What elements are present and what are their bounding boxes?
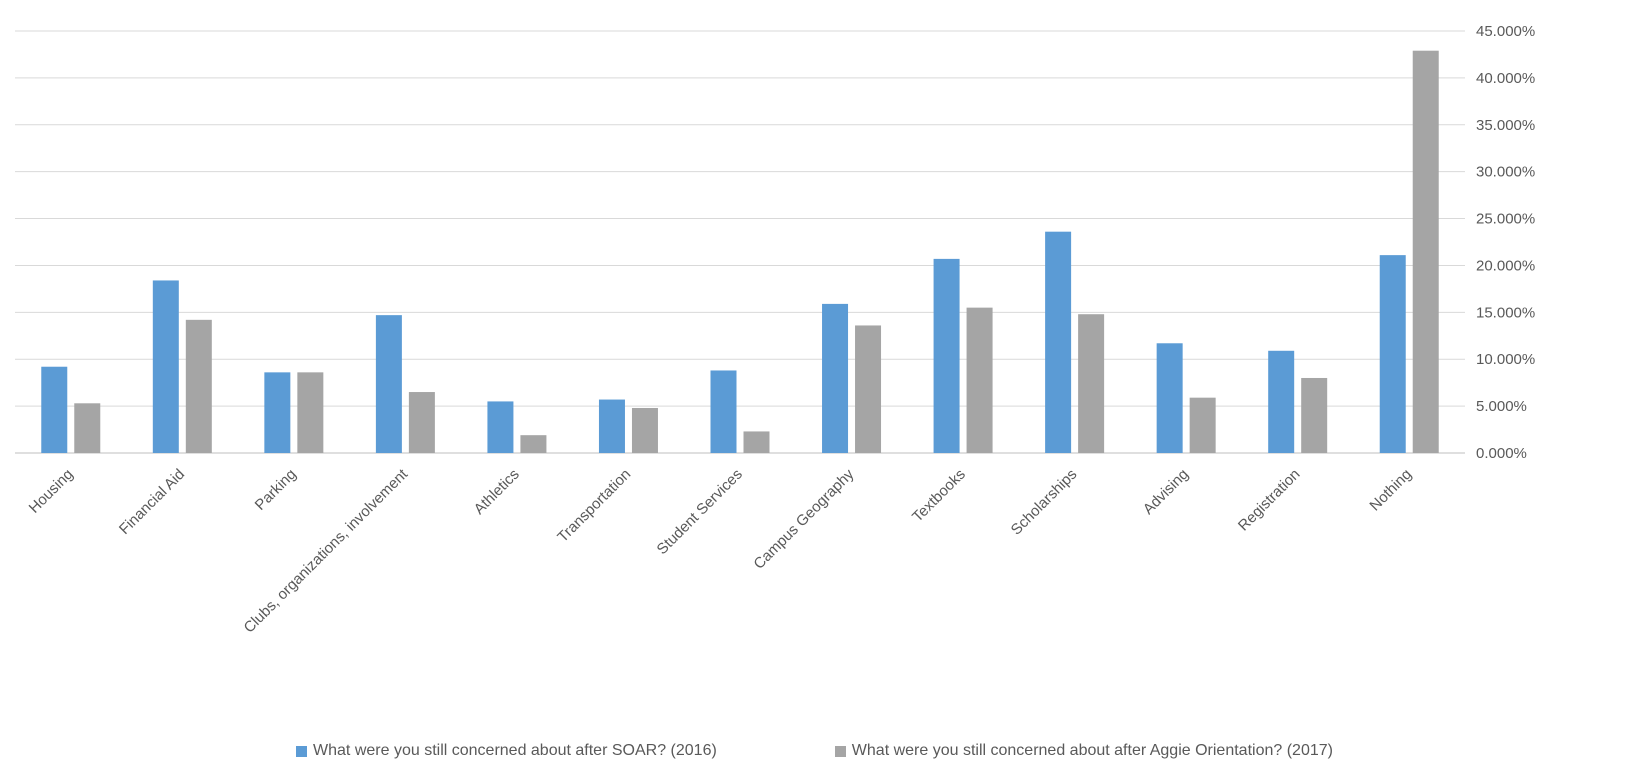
- bar-2017: [631, 407, 658, 453]
- legend-swatch-2017: [834, 745, 846, 757]
- y-tick-label: 25.000%: [1476, 211, 1535, 228]
- legend-swatch-2016: [296, 745, 308, 757]
- y-tick-label: 10.000%: [1476, 351, 1535, 368]
- x-category-label: Nothing: [1366, 466, 1415, 515]
- bar-2017: [1078, 314, 1105, 453]
- bar-2016: [375, 315, 402, 453]
- bar-2016: [1379, 255, 1406, 453]
- bar-2016: [264, 372, 291, 453]
- bar-2017: [966, 307, 993, 453]
- bar-2017: [1301, 377, 1328, 453]
- bar-2016: [487, 401, 514, 453]
- bar-2017: [520, 435, 547, 453]
- y-tick-label: 40.000%: [1476, 70, 1535, 87]
- y-tick-label: 15.000%: [1476, 304, 1535, 321]
- y-tick-label: 35.000%: [1476, 117, 1535, 134]
- y-axis-tick-labels: 0.000% 5.000% 10.000% 15.000% 20.000% 25.000%…: [1476, 23, 1535, 462]
- y-tick-label: 30.000%: [1476, 164, 1535, 181]
- legend-label-2016: What were you still concerned about afte…: [313, 742, 717, 759]
- bar-2016: [710, 370, 737, 453]
- x-category-label: Parking: [252, 466, 300, 514]
- bar-2017: [185, 319, 212, 453]
- bar-2016: [598, 399, 625, 453]
- bar-2016: [822, 303, 849, 453]
- legend-label-2017: What were you still concerned about afte…: [851, 742, 1333, 759]
- legend: What were you still concerned about afte…: [0, 742, 1629, 760]
- x-category-label: Transportation: [554, 466, 634, 546]
- y-tick-label: 20.000%: [1476, 257, 1535, 274]
- bar-2016: [152, 280, 179, 453]
- x-category-label: Student Services: [654, 466, 746, 558]
- y-tick-label: 0.000%: [1476, 445, 1527, 462]
- bar-2017: [1189, 397, 1216, 453]
- bar-2017: [408, 392, 435, 453]
- bar-2016: [1045, 231, 1072, 453]
- bar-2017: [1412, 50, 1439, 454]
- y-tick-label: 45.000%: [1476, 23, 1535, 40]
- y-tick-label: 5.000%: [1476, 398, 1527, 415]
- bar-2016: [933, 258, 960, 453]
- legend-item-2017: What were you still concerned about afte…: [834, 742, 1333, 760]
- bars: [41, 50, 1439, 454]
- x-category-label: Housing: [26, 466, 77, 517]
- x-category-label: Scholarships: [1008, 466, 1081, 539]
- bar-2017: [855, 325, 882, 453]
- x-category-label: Financial Aid: [116, 466, 188, 538]
- legend-item-2016: What were you still concerned about afte…: [296, 742, 717, 760]
- x-category-label: Athletics: [471, 466, 523, 518]
- bar-2017: [297, 372, 324, 453]
- x-category-label: Campus Geography: [750, 465, 857, 572]
- x-category-label: Textbooks: [909, 466, 969, 526]
- gridlines: [15, 30, 1465, 454]
- bar-2017: [74, 403, 101, 453]
- bar-2016: [1156, 343, 1183, 453]
- bar-2016: [1268, 350, 1295, 453]
- bar-2016: [41, 366, 68, 453]
- x-category-label: Registration: [1235, 466, 1304, 535]
- bar-2017: [743, 431, 770, 453]
- x-category-label: Advising: [1140, 466, 1192, 518]
